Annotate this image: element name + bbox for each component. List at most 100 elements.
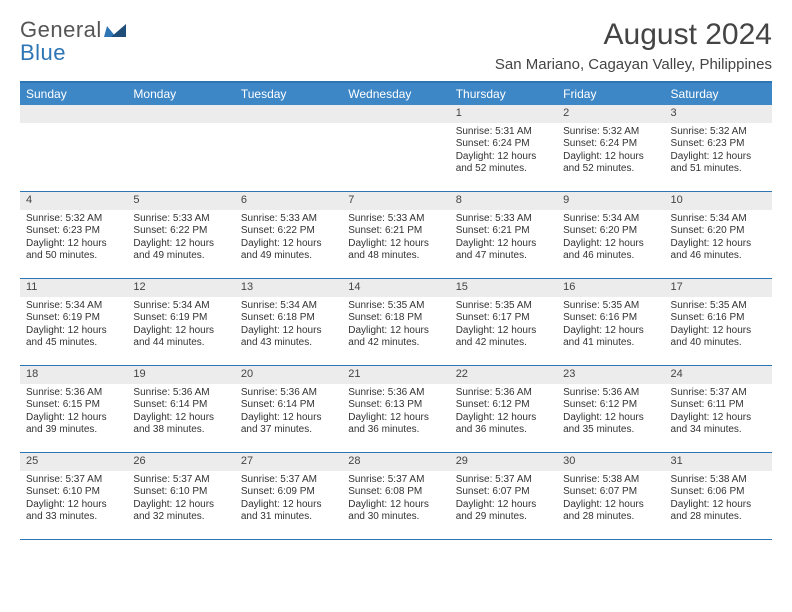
day-number: 21 xyxy=(342,366,449,384)
sunset: Sunset: 6:09 PM xyxy=(241,486,336,499)
day-body: Sunrise: 5:38 AMSunset: 6:07 PMDaylight:… xyxy=(557,471,664,528)
dow-fri: Friday xyxy=(557,83,664,105)
day-number: 19 xyxy=(127,366,234,384)
day-body: Sunrise: 5:36 AMSunset: 6:14 PMDaylight:… xyxy=(127,384,234,441)
day-cell: 3Sunrise: 5:32 AMSunset: 6:23 PMDaylight… xyxy=(665,105,772,191)
sunset: Sunset: 6:21 PM xyxy=(348,225,443,238)
daylight: Daylight: 12 hours and 48 minutes. xyxy=(348,238,443,263)
day-cell: 9Sunrise: 5:34 AMSunset: 6:20 PMDaylight… xyxy=(557,192,664,278)
day-body: Sunrise: 5:37 AMSunset: 6:09 PMDaylight:… xyxy=(235,471,342,528)
day-body: Sunrise: 5:35 AMSunset: 6:18 PMDaylight:… xyxy=(342,297,449,354)
sunset: Sunset: 6:19 PM xyxy=(26,312,121,325)
day-body: Sunrise: 5:36 AMSunset: 6:12 PMDaylight:… xyxy=(557,384,664,441)
sunrise: Sunrise: 5:37 AM xyxy=(26,474,121,487)
sunset: Sunset: 6:23 PM xyxy=(671,138,766,151)
sunset: Sunset: 6:17 PM xyxy=(456,312,551,325)
day-body: Sunrise: 5:37 AMSunset: 6:08 PMDaylight:… xyxy=(342,471,449,528)
day-cell: 28Sunrise: 5:37 AMSunset: 6:08 PMDayligh… xyxy=(342,453,449,539)
sunset: Sunset: 6:22 PM xyxy=(133,225,228,238)
day-cell xyxy=(127,105,234,191)
sunrise: Sunrise: 5:32 AM xyxy=(563,126,658,139)
day-number: 6 xyxy=(235,192,342,210)
day-cell: 25Sunrise: 5:37 AMSunset: 6:10 PMDayligh… xyxy=(20,453,127,539)
daylight: Daylight: 12 hours and 51 minutes. xyxy=(671,151,766,176)
day-cell: 27Sunrise: 5:37 AMSunset: 6:09 PMDayligh… xyxy=(235,453,342,539)
day-cell: 26Sunrise: 5:37 AMSunset: 6:10 PMDayligh… xyxy=(127,453,234,539)
day-number: 2 xyxy=(557,105,664,123)
week-row: 25Sunrise: 5:37 AMSunset: 6:10 PMDayligh… xyxy=(20,453,772,540)
day-cell: 6Sunrise: 5:33 AMSunset: 6:22 PMDaylight… xyxy=(235,192,342,278)
daylight: Daylight: 12 hours and 40 minutes. xyxy=(671,325,766,350)
week-row: 11Sunrise: 5:34 AMSunset: 6:19 PMDayligh… xyxy=(20,279,772,366)
day-body: Sunrise: 5:35 AMSunset: 6:17 PMDaylight:… xyxy=(450,297,557,354)
sunrise: Sunrise: 5:35 AM xyxy=(456,300,551,313)
sunset: Sunset: 6:07 PM xyxy=(563,486,658,499)
sunrise: Sunrise: 5:34 AM xyxy=(26,300,121,313)
sunset: Sunset: 6:18 PM xyxy=(241,312,336,325)
sunrise: Sunrise: 5:36 AM xyxy=(26,387,121,400)
daylight: Daylight: 12 hours and 42 minutes. xyxy=(456,325,551,350)
sunrise: Sunrise: 5:33 AM xyxy=(348,213,443,226)
sunrise: Sunrise: 5:35 AM xyxy=(671,300,766,313)
daylight: Daylight: 12 hours and 44 minutes. xyxy=(133,325,228,350)
sunset: Sunset: 6:24 PM xyxy=(563,138,658,151)
day-cell: 29Sunrise: 5:37 AMSunset: 6:07 PMDayligh… xyxy=(450,453,557,539)
day-number: 26 xyxy=(127,453,234,471)
daylight: Daylight: 12 hours and 32 minutes. xyxy=(133,499,228,524)
daylight: Daylight: 12 hours and 46 minutes. xyxy=(671,238,766,263)
daylight: Daylight: 12 hours and 36 minutes. xyxy=(348,412,443,437)
sunset: Sunset: 6:16 PM xyxy=(671,312,766,325)
sunrise: Sunrise: 5:36 AM xyxy=(456,387,551,400)
day-body: Sunrise: 5:37 AMSunset: 6:11 PMDaylight:… xyxy=(665,384,772,441)
dow-sat: Saturday xyxy=(665,83,772,105)
sunrise: Sunrise: 5:32 AM xyxy=(26,213,121,226)
day-cell: 18Sunrise: 5:36 AMSunset: 6:15 PMDayligh… xyxy=(20,366,127,452)
day-number: 24 xyxy=(665,366,772,384)
daylight: Daylight: 12 hours and 50 minutes. xyxy=(26,238,121,263)
sunrise: Sunrise: 5:33 AM xyxy=(456,213,551,226)
week-row: 4Sunrise: 5:32 AMSunset: 6:23 PMDaylight… xyxy=(20,192,772,279)
sunset: Sunset: 6:16 PM xyxy=(563,312,658,325)
sunset: Sunset: 6:10 PM xyxy=(26,486,121,499)
daylight: Daylight: 12 hours and 45 minutes. xyxy=(26,325,121,350)
day-number xyxy=(235,105,342,123)
day-cell: 30Sunrise: 5:38 AMSunset: 6:07 PMDayligh… xyxy=(557,453,664,539)
day-number: 12 xyxy=(127,279,234,297)
day-number: 16 xyxy=(557,279,664,297)
daylight: Daylight: 12 hours and 33 minutes. xyxy=(26,499,121,524)
sunrise: Sunrise: 5:34 AM xyxy=(241,300,336,313)
logo-mark-icon xyxy=(104,18,126,41)
day-number: 28 xyxy=(342,453,449,471)
day-number: 18 xyxy=(20,366,127,384)
daylight: Daylight: 12 hours and 41 minutes. xyxy=(563,325,658,350)
sunrise: Sunrise: 5:34 AM xyxy=(671,213,766,226)
day-number: 13 xyxy=(235,279,342,297)
calendar: Sunday Monday Tuesday Wednesday Thursday… xyxy=(20,81,772,540)
daylight: Daylight: 12 hours and 35 minutes. xyxy=(563,412,658,437)
title-block: August 2024 San Mariano, Cagayan Valley,… xyxy=(495,18,772,73)
day-number xyxy=(127,105,234,123)
day-body: Sunrise: 5:35 AMSunset: 6:16 PMDaylight:… xyxy=(557,297,664,354)
daylight: Daylight: 12 hours and 34 minutes. xyxy=(671,412,766,437)
day-cell: 17Sunrise: 5:35 AMSunset: 6:16 PMDayligh… xyxy=(665,279,772,365)
weeks-container: 1Sunrise: 5:31 AMSunset: 6:24 PMDaylight… xyxy=(20,105,772,540)
day-body: Sunrise: 5:34 AMSunset: 6:20 PMDaylight:… xyxy=(665,210,772,267)
daylight: Daylight: 12 hours and 52 minutes. xyxy=(563,151,658,176)
sunset: Sunset: 6:21 PM xyxy=(456,225,551,238)
sunset: Sunset: 6:20 PM xyxy=(671,225,766,238)
day-number: 7 xyxy=(342,192,449,210)
sunrise: Sunrise: 5:35 AM xyxy=(348,300,443,313)
sunset: Sunset: 6:06 PM xyxy=(671,486,766,499)
sunrise: Sunrise: 5:32 AM xyxy=(671,126,766,139)
dow-wed: Wednesday xyxy=(342,83,449,105)
sunset: Sunset: 6:23 PM xyxy=(26,225,121,238)
daylight: Daylight: 12 hours and 36 minutes. xyxy=(456,412,551,437)
sunset: Sunset: 6:11 PM xyxy=(671,399,766,412)
day-number xyxy=(342,105,449,123)
daylight: Daylight: 12 hours and 29 minutes. xyxy=(456,499,551,524)
day-cell: 14Sunrise: 5:35 AMSunset: 6:18 PMDayligh… xyxy=(342,279,449,365)
day-cell: 10Sunrise: 5:34 AMSunset: 6:20 PMDayligh… xyxy=(665,192,772,278)
sunrise: Sunrise: 5:38 AM xyxy=(671,474,766,487)
day-number: 29 xyxy=(450,453,557,471)
sunrise: Sunrise: 5:35 AM xyxy=(563,300,658,313)
